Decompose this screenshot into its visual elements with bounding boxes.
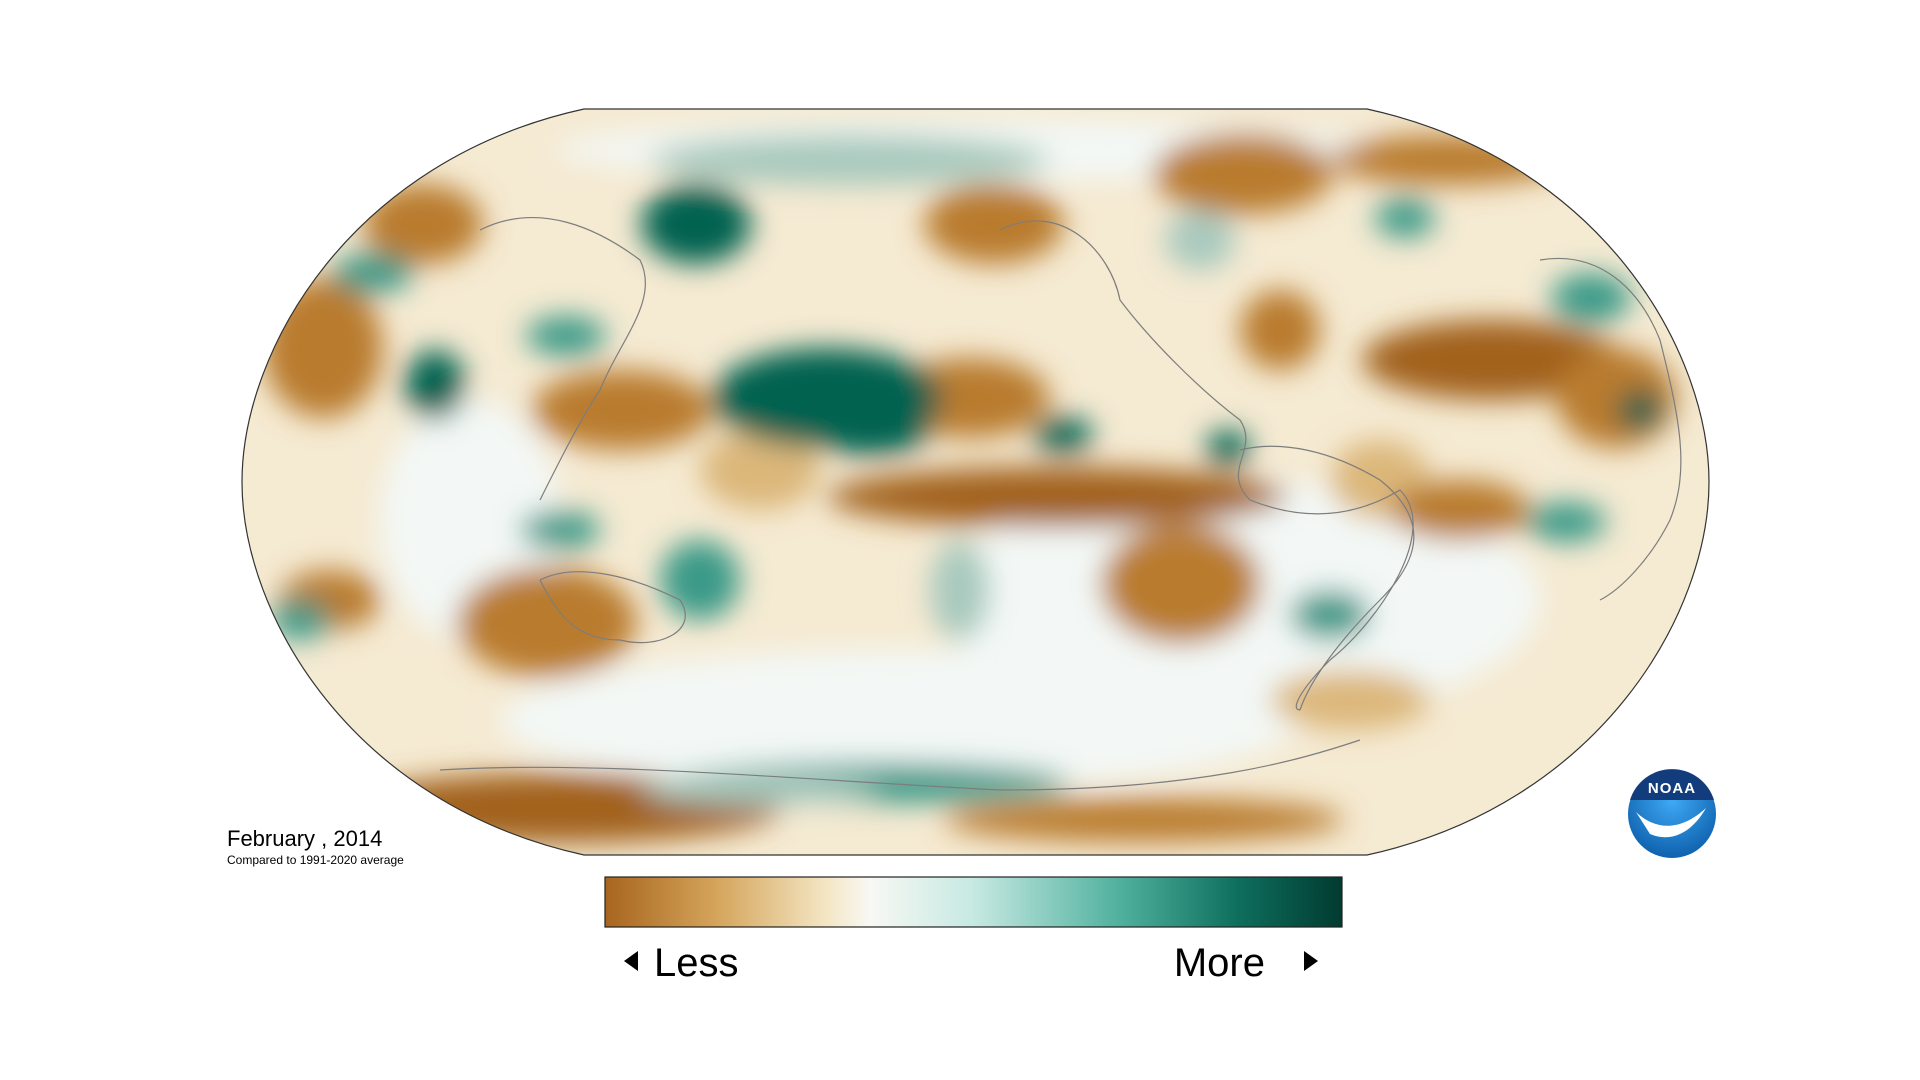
more-arrow: [1304, 951, 1318, 971]
anomaly-patch: [641, 184, 751, 264]
anomaly-patch: [924, 184, 1064, 264]
anomaly-patch: [930, 540, 990, 640]
logo-text: NOAA: [1648, 780, 1696, 797]
anomaly-patch: [1362, 320, 1622, 400]
anomaly-patch: [263, 278, 383, 418]
logo-top: [1630, 769, 1714, 800]
anomaly-patch: [532, 370, 712, 450]
anomaly-patch: [1526, 502, 1606, 542]
anomaly-patch: [944, 798, 1344, 842]
less-arrow: [624, 951, 638, 971]
anomaly-patch: [500, 650, 1300, 790]
anomaly-patch: [1101, 524, 1261, 644]
anomaly-patch: [650, 135, 1050, 185]
anomaly-patch: [1165, 210, 1235, 270]
coastlines: [439, 216, 1682, 791]
anomaly-patch: [700, 430, 820, 510]
color-bar: [604, 876, 1343, 928]
anomaly-patch: [457, 567, 637, 677]
noaa-logo: NOAA: [1628, 769, 1716, 858]
anomaly-patch: [1556, 348, 1676, 448]
anomaly-field: [263, 120, 1676, 843]
anomaly-patch: [1390, 480, 1530, 540]
anomaly-patch: [1330, 135, 1570, 185]
anomaly-patch: [1153, 134, 1333, 214]
anomaly-patch: [827, 467, 1287, 527]
anomaly-patch: [1290, 590, 1370, 640]
anomaly-patch: [810, 405, 930, 455]
map-outline: [241, 108, 1710, 856]
anomaly-patch: [640, 775, 880, 805]
anomaly-patch: [270, 600, 330, 640]
anomaly-patch: [1375, 198, 1435, 238]
anomaly-patch: [405, 350, 465, 420]
anomaly-patch: [520, 510, 600, 550]
anomaly-patch: [1206, 430, 1250, 466]
logo-bird: [1636, 808, 1706, 838]
comparison-note: Compared to 1991-2020 average: [227, 853, 404, 867]
less-label: Less: [654, 941, 739, 985]
date-label: February , 2014: [227, 826, 382, 851]
anomaly-patch: [363, 184, 483, 264]
anomaly-patch: [1240, 290, 1320, 370]
more-label: More: [1174, 941, 1265, 985]
anomaly-patch: [333, 253, 413, 293]
anomaly-patch: [660, 540, 740, 620]
anomaly-patch: [1551, 273, 1631, 323]
anomaly-patch: [1270, 670, 1430, 730]
anomaly-patch: [1033, 417, 1093, 453]
anomaly-patch: [526, 316, 606, 356]
anomaly-map: [242, 109, 1709, 855]
anomaly-patch: [1618, 390, 1662, 430]
